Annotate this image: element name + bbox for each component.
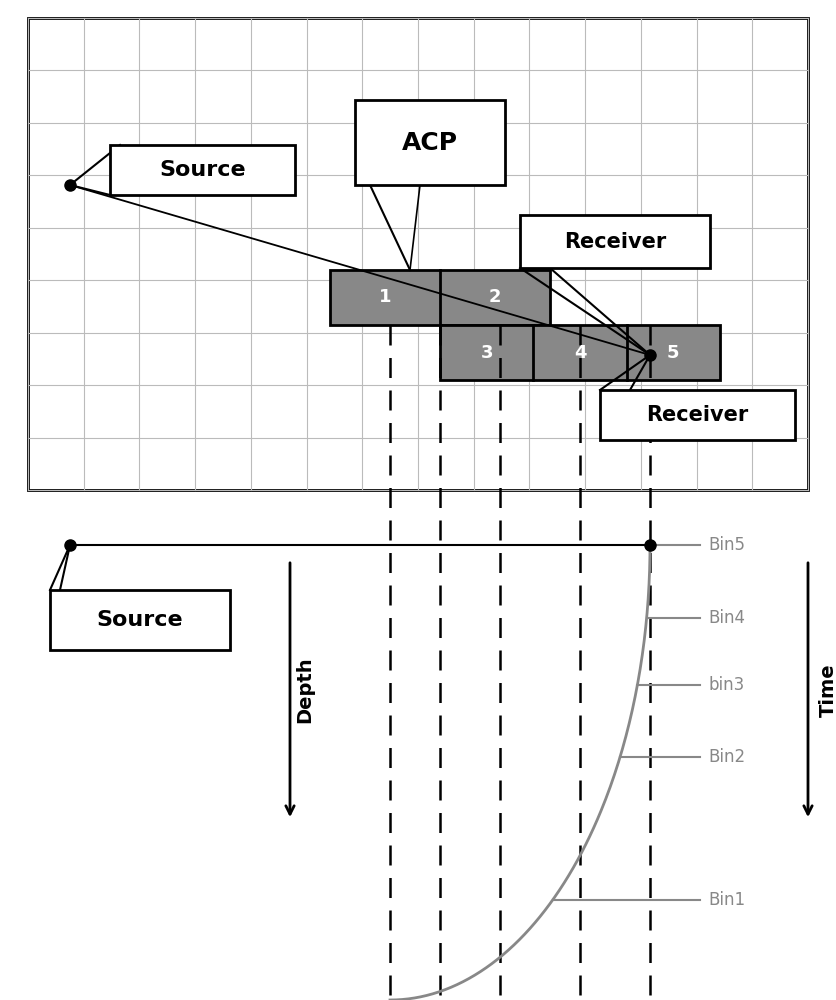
Bar xyxy=(440,325,720,380)
Bar xyxy=(355,100,505,185)
Text: ACP: ACP xyxy=(402,130,458,154)
Text: Source: Source xyxy=(97,610,183,630)
Bar xyxy=(110,145,295,195)
Text: 5: 5 xyxy=(667,344,680,361)
Text: Time: Time xyxy=(818,663,836,717)
Bar xyxy=(520,215,710,268)
Text: 1: 1 xyxy=(379,288,391,306)
Text: Bin2: Bin2 xyxy=(708,748,745,766)
Text: Depth: Depth xyxy=(295,657,314,723)
Text: 3: 3 xyxy=(481,344,493,361)
Bar xyxy=(50,590,230,650)
Text: 4: 4 xyxy=(573,344,586,361)
Bar xyxy=(330,270,550,325)
Text: Receiver: Receiver xyxy=(646,405,748,425)
Text: bin3: bin3 xyxy=(708,676,744,694)
Text: Bin4: Bin4 xyxy=(708,609,745,627)
Text: 2: 2 xyxy=(489,288,502,306)
Text: Receiver: Receiver xyxy=(563,232,666,251)
Bar xyxy=(28,18,808,490)
Text: Bin1: Bin1 xyxy=(708,891,745,909)
Text: Source: Source xyxy=(159,160,246,180)
Text: Bin5: Bin5 xyxy=(708,536,745,554)
Bar xyxy=(600,390,795,440)
